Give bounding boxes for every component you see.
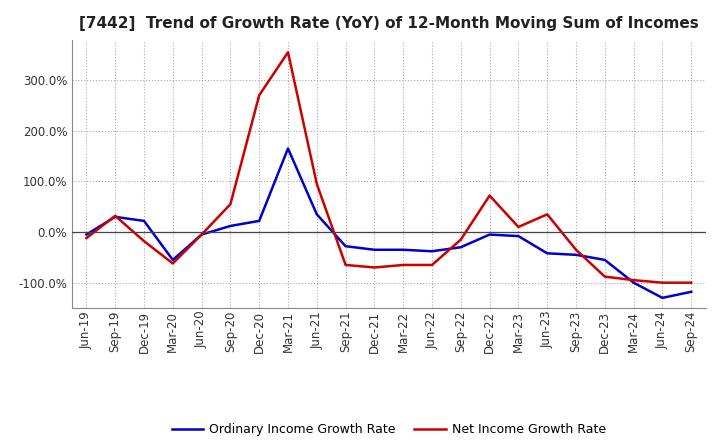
Ordinary Income Growth Rate [111,214,120,220]
Net Income Growth Rate [168,261,177,266]
Net Income Growth Rate [687,280,696,285]
Title: [7442]  Trend of Growth Rate (YoY) of 12-Month Moving Sum of Incomes: [7442] Trend of Growth Rate (YoY) of 12-… [79,16,698,32]
Ordinary Income Growth Rate [284,146,292,151]
Net Income Growth Rate [629,278,638,283]
Ordinary Income Growth Rate [572,252,580,257]
Ordinary Income Growth Rate [687,289,696,294]
Net Income Growth Rate [658,280,667,285]
Ordinary Income Growth Rate [399,247,408,253]
Line: Net Income Growth Rate: Net Income Growth Rate [86,52,691,282]
Net Income Growth Rate [111,213,120,219]
Net Income Growth Rate [399,262,408,268]
Net Income Growth Rate [485,193,494,198]
Net Income Growth Rate [428,262,436,268]
Ordinary Income Growth Rate [82,232,91,237]
Net Income Growth Rate [572,247,580,253]
Ordinary Income Growth Rate [168,257,177,263]
Ordinary Income Growth Rate [514,234,523,239]
Net Income Growth Rate [341,262,350,268]
Net Income Growth Rate [197,232,206,237]
Line: Ordinary Income Growth Rate: Ordinary Income Growth Rate [86,148,691,298]
Ordinary Income Growth Rate [485,232,494,237]
Net Income Growth Rate [284,50,292,55]
Net Income Growth Rate [226,202,235,207]
Ordinary Income Growth Rate [140,218,148,224]
Net Income Growth Rate [82,235,91,241]
Ordinary Income Growth Rate [197,232,206,237]
Ordinary Income Growth Rate [600,257,609,263]
Ordinary Income Growth Rate [370,247,379,253]
Ordinary Income Growth Rate [428,249,436,254]
Ordinary Income Growth Rate [312,212,321,217]
Net Income Growth Rate [312,181,321,187]
Net Income Growth Rate [600,274,609,279]
Net Income Growth Rate [543,212,552,217]
Net Income Growth Rate [456,237,465,242]
Ordinary Income Growth Rate [629,280,638,285]
Ordinary Income Growth Rate [456,245,465,250]
Ordinary Income Growth Rate [658,295,667,301]
Net Income Growth Rate [514,224,523,230]
Ordinary Income Growth Rate [226,224,235,229]
Net Income Growth Rate [255,93,264,98]
Net Income Growth Rate [140,238,148,244]
Net Income Growth Rate [370,265,379,270]
Ordinary Income Growth Rate [255,218,264,224]
Ordinary Income Growth Rate [543,251,552,256]
Legend: Ordinary Income Growth Rate, Net Income Growth Rate: Ordinary Income Growth Rate, Net Income … [166,418,611,440]
Ordinary Income Growth Rate [341,244,350,249]
